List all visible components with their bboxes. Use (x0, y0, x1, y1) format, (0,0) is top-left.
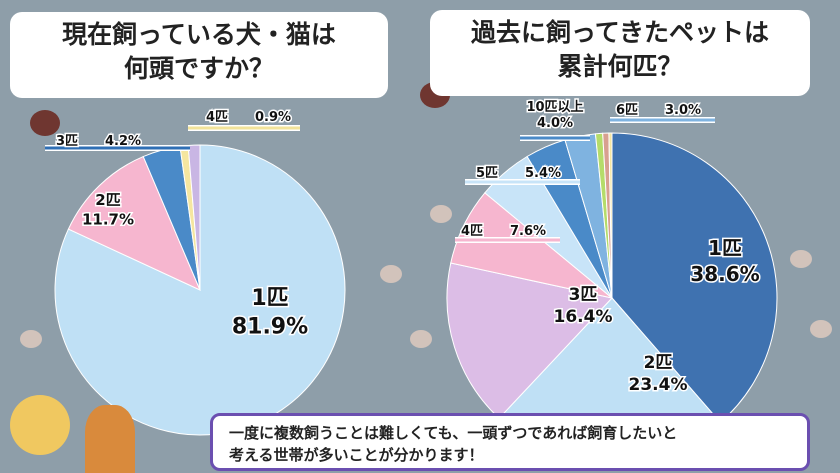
left-chart-title: 現在飼っている犬・猫は 何頭ですか？ (10, 12, 388, 98)
pie-slice (446, 262, 613, 419)
paw-print-icon (790, 250, 812, 268)
pie-slice (67, 155, 201, 291)
slice-value: 4.2% (105, 134, 141, 149)
slice-label: 2匹 (644, 353, 673, 373)
paw-print-icon (30, 110, 60, 136)
character-illustration (0, 385, 140, 473)
slice-value: 11.7% (82, 211, 134, 229)
paw-print-icon (410, 330, 432, 348)
slice-label: 3匹 (569, 285, 598, 305)
paw-print-icon (380, 265, 402, 283)
slice-value: 7.6% (510, 224, 546, 239)
caption-box: 一度に複数飼うことは難しくても、一頭ずつであれば飼育したいと 考える世帯が多いこ… (210, 413, 810, 471)
slice-label: 4匹 (461, 224, 483, 239)
slice-label: 2匹 (95, 191, 120, 209)
slice-value: 16.4% (554, 307, 613, 327)
slice-value: 4.0% (537, 116, 573, 131)
paw-print-icon (810, 320, 832, 338)
slice-value: 81.9% (232, 315, 308, 340)
slice-label: 1匹 (251, 286, 288, 311)
slice-value: 3.0% (665, 103, 701, 118)
slice-label: 3匹 (56, 134, 78, 149)
slice-label: 6匹 (616, 103, 638, 118)
slice-value: 38.6% (690, 262, 759, 286)
slice-value: 23.4% (629, 375, 688, 395)
slice-value: 0.9% (255, 110, 291, 125)
slice-label: 5匹 (476, 166, 498, 181)
paw-print-icon (430, 205, 452, 223)
slice-label: 10匹以上 (526, 100, 583, 115)
slice-label: 1匹 (708, 236, 742, 260)
pie-slice (608, 132, 613, 299)
pie-slice (611, 132, 778, 424)
slice-value: 5.4% (525, 166, 561, 181)
slice-label: 4匹 (206, 110, 228, 125)
paw-print-icon (20, 330, 42, 348)
right-chart-title: 過去に飼ってきたペットは 累計何匹？ (430, 10, 810, 96)
